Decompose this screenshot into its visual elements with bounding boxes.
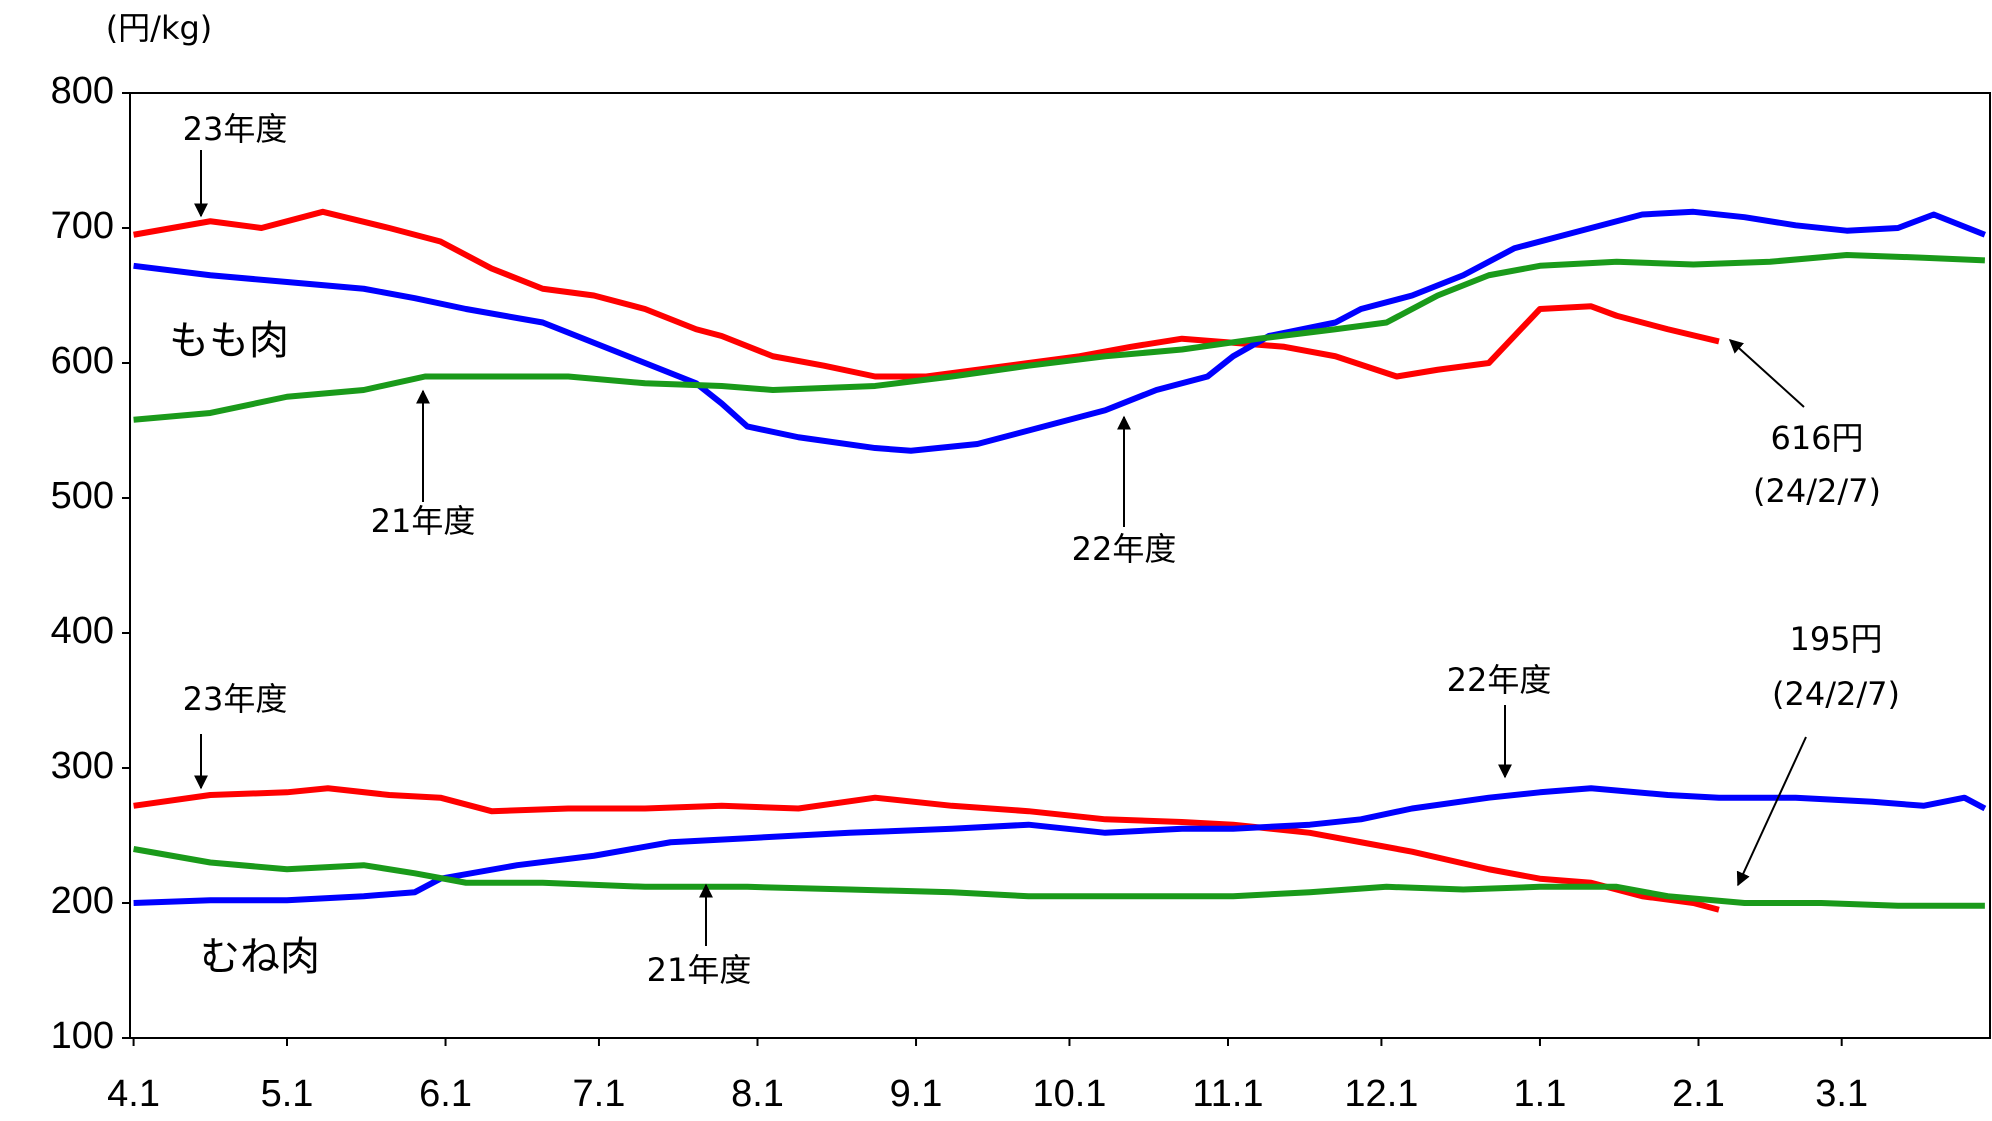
line-series (133, 785, 1987, 906)
y-tick-label: 200 (51, 880, 114, 922)
y-tick-label: 300 (51, 745, 114, 787)
x-tick-label: 12.1 (1344, 1073, 1418, 1115)
unit-label: (円/kg) (106, 9, 213, 47)
y-tick-label: 800 (51, 70, 114, 112)
series-label: 21年度 (371, 502, 476, 540)
y-tick-label: 400 (51, 610, 114, 652)
x-tick-label: 5.1 (261, 1073, 314, 1115)
x-tick-label: 9.1 (890, 1073, 943, 1115)
plot-frame (129, 92, 1991, 1039)
line-series (133, 208, 1986, 454)
annotation-arrow (1736, 736, 1807, 887)
series-label: 21年度 (647, 951, 752, 989)
series-label: 23年度 (183, 680, 288, 718)
annotation-arrow (1728, 339, 1805, 408)
x-tick-label: 6.1 (419, 1073, 472, 1115)
x-tick-label: 7.1 (573, 1073, 626, 1115)
x-tick-label: 3.1 (1815, 1073, 1868, 1115)
x-tick-label: 11.1 (1192, 1073, 1263, 1115)
series-label: 23年度 (183, 110, 288, 148)
y-tick-label: 500 (51, 475, 114, 517)
x-tick-label: 1.1 (1514, 1073, 1567, 1115)
line-series (133, 846, 1985, 909)
x-tick-label: 10.1 (1032, 1073, 1106, 1115)
series-label: 22年度 (1072, 530, 1177, 568)
line-series (133, 252, 1986, 423)
annotation: 616円 (1770, 419, 1863, 457)
y-tick-label: 600 (51, 340, 114, 382)
group-label: むね肉 (200, 934, 320, 980)
y-tick-label: 100 (51, 1015, 114, 1057)
line-series (133, 785, 1720, 913)
x-tick-label: 4.1 (107, 1073, 160, 1115)
annotation: 195円 (1789, 620, 1882, 658)
group-label: もも肉 (169, 318, 289, 364)
x-tick-label: 8.1 (731, 1073, 784, 1115)
x-tick-label: 2.1 (1672, 1073, 1725, 1115)
annotation: (24/2/7) (1772, 675, 1900, 713)
line-series (133, 208, 1720, 380)
annotation: (24/2/7) (1753, 472, 1881, 510)
y-tick-label: 700 (51, 205, 114, 247)
series-label: 22年度 (1447, 661, 1552, 699)
